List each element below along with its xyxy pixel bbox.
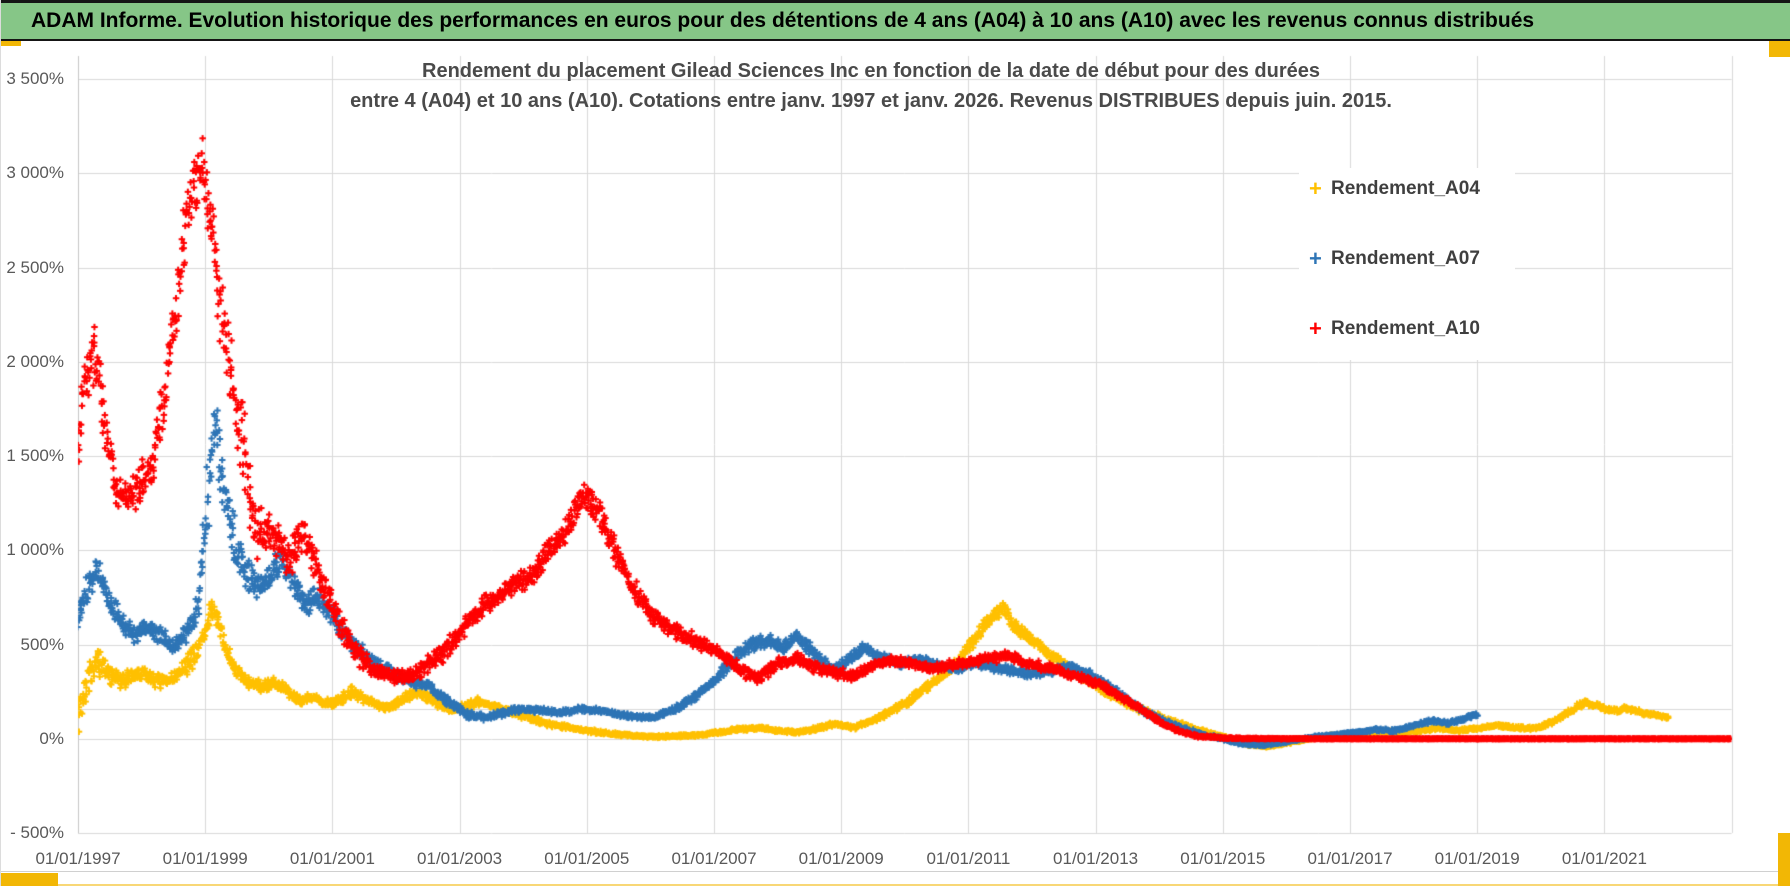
x-axis-tick-label: 01/01/2001 [289,849,375,868]
y-axis-tick-label: - 500% [10,823,64,843]
x-axis-tick-label: 01/01/1999 [162,849,248,868]
x-axis-tick-label: 01/01/2009 [798,849,884,868]
y-axis-tick-label: 0% [39,729,64,748]
x-axis-tick-label: 01/01/2003 [417,849,503,868]
y-axis-tick-label: 3 500% [6,69,64,88]
legend-plus-marker-icon: + [1309,246,1322,271]
chart-title-line1: Rendement du placement Gilead Sciences I… [422,60,1320,82]
x-axis-tick-label: 01/01/2007 [671,849,757,868]
top-right-gold-accent [1769,41,1790,57]
y-axis-tick-label: 1 500% [6,446,64,466]
legend: + Rendement_A04 + Rendement_A07 + Rendement_A… [1299,168,1515,360]
bottom-right-gold-accent [1778,833,1790,886]
y-axis-tick-label: 1 000% [6,540,64,560]
banner-left-gold-accent [1,41,21,46]
chart-title-line2: entre 4 (A04) et 10 ans (A10). Cotations… [350,90,1392,112]
legend-plus-marker-icon: + [1309,316,1322,341]
x-axis-tick-label: 01/01/2015 [1180,849,1266,868]
legend-item: + Rendement_A04 [1309,174,1480,204]
x-axis-tick-label: 01/01/2017 [1307,849,1393,868]
y-axis-tick-label: 3 000% [6,163,64,183]
legend-item-label: Rendement_A04 [1331,178,1480,199]
x-axis-tick-label: 01/01/2011 [926,849,1011,868]
legend-plus-marker-icon: + [1309,176,1322,201]
bottom-left-gold-accent [1,873,58,886]
y-axis-tick-label: 2 000% [6,351,64,371]
y-axis-tick-label: 2 500% [6,257,64,277]
legend-item: + Rendement_A10 [1309,314,1480,344]
legend-item-label: Rendement_A07 [1331,248,1480,269]
bottom-rule [1,871,1790,872]
x-axis-tick-label: 01/01/2013 [1053,849,1139,868]
x-axis-tick-label: 01/01/2019 [1434,849,1520,868]
y-axis-tick-label: 500% [20,634,64,654]
x-axis-tick-label: 01/01/1997 [35,849,121,868]
x-axis-tick-label: 01/01/2021 [1561,849,1647,868]
legend-item: + Rendement_A07 [1309,244,1480,274]
bottom-gold-border [1,884,1790,886]
x-axis-tick-label: 01/01/2005 [544,849,630,868]
legend-item-label: Rendement_A10 [1331,318,1480,339]
